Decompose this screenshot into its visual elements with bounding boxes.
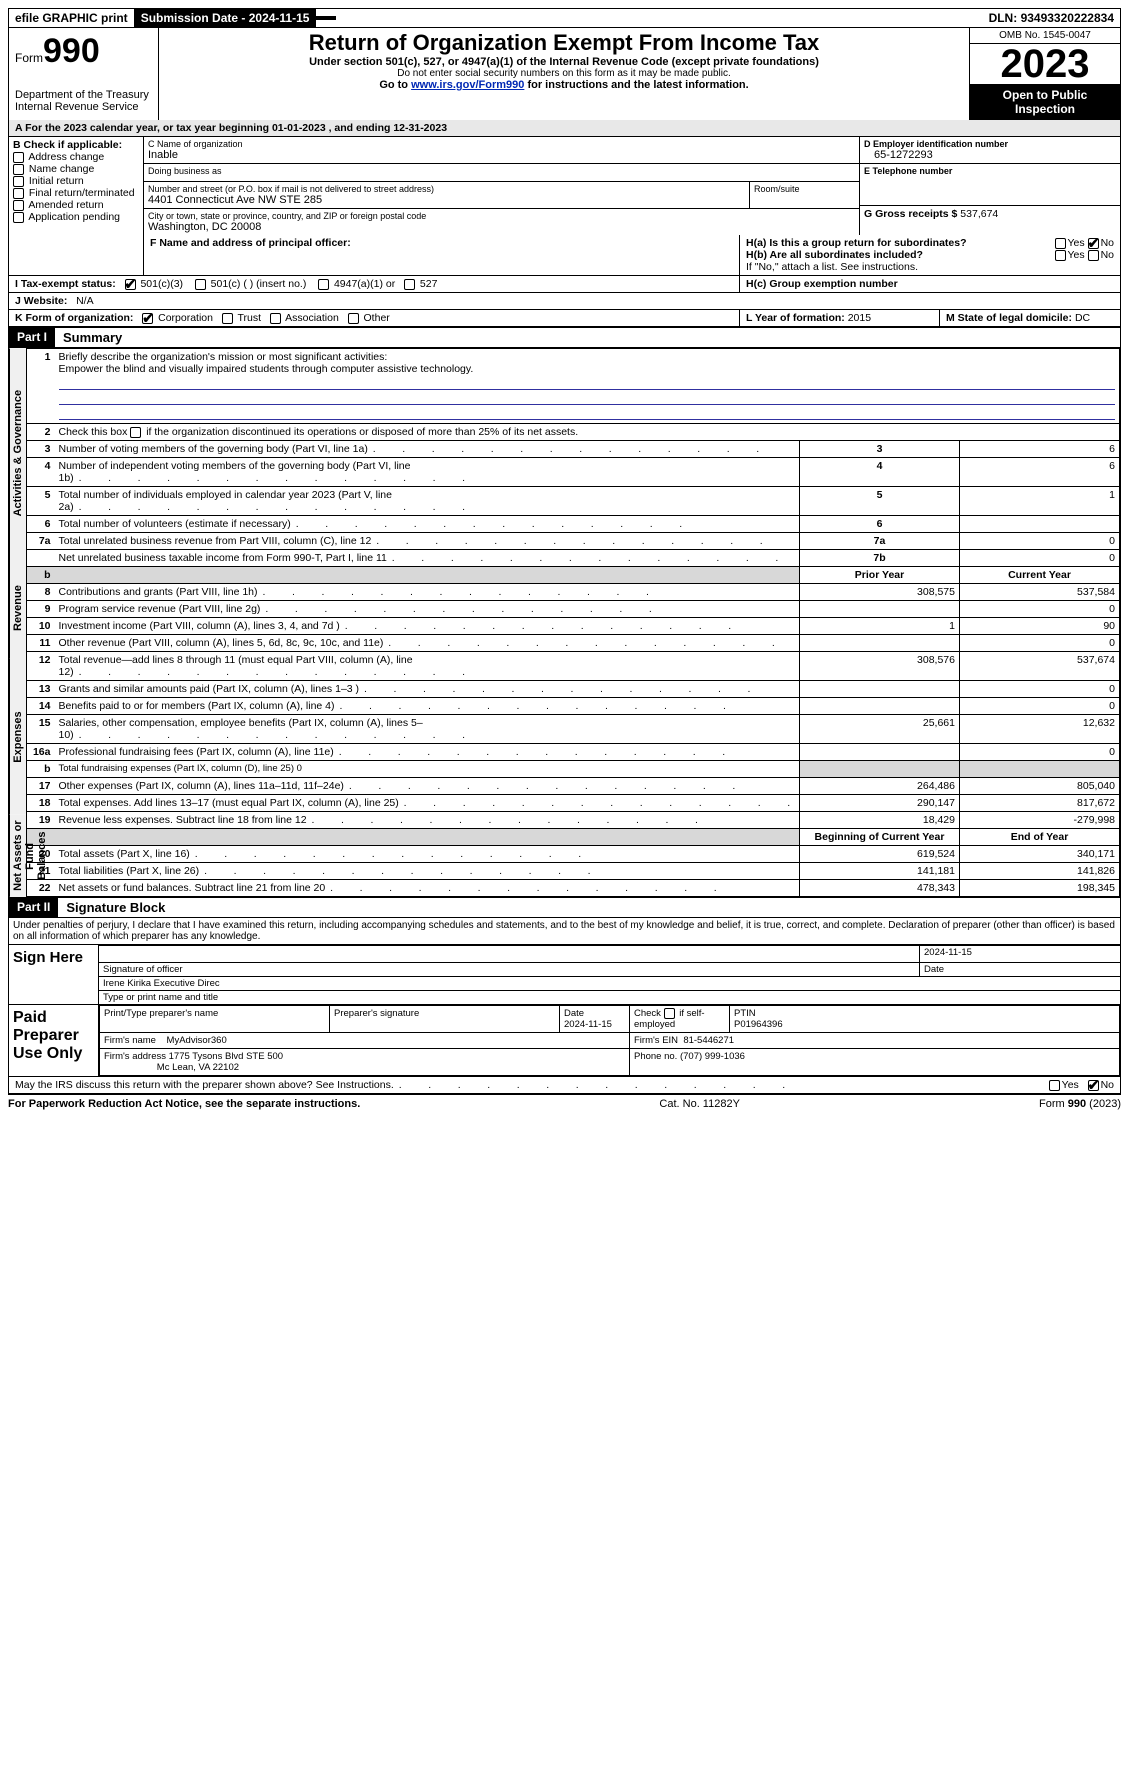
box-c: C Name of organizationInable Doing busin… xyxy=(144,137,860,235)
discuss-no[interactable] xyxy=(1088,1080,1099,1091)
gov-row: 6Total number of volunteers (estimate if… xyxy=(27,516,1120,533)
label-ag: Activities & Governance xyxy=(9,348,26,557)
data-row: 10Investment income (Part VIII, column (… xyxy=(27,618,1120,635)
b-opt: Amended return xyxy=(13,199,139,211)
data-row: 9Program service revenue (Part VIII, lin… xyxy=(27,601,1120,618)
sign-here: Sign Here Signature of officer 2024-11-1… xyxy=(8,945,1121,1005)
k-trust[interactable] xyxy=(222,313,233,324)
hb-no[interactable] xyxy=(1088,250,1099,261)
b-opt: Name change xyxy=(13,163,139,175)
data-row: 15Salaries, other compensation, employee… xyxy=(27,715,1120,744)
box-b: B Check if applicable: Address change Na… xyxy=(9,137,144,235)
year-box: OMB No. 1545-0047 2023 Open to Public In… xyxy=(970,28,1120,120)
title-box: Return of Organization Exempt From Incom… xyxy=(159,28,970,120)
paid-preparer: Paid Preparer Use Only Print/Type prepar… xyxy=(8,1005,1121,1077)
b-opt: Application pending xyxy=(13,211,139,223)
ha-yes[interactable] xyxy=(1055,238,1066,249)
i-501c[interactable] xyxy=(195,279,206,290)
data-row: 16aProfessional fundraising fees (Part I… xyxy=(27,744,1120,761)
b-opt: Initial return xyxy=(13,175,139,187)
data-row: 14Benefits paid to or for members (Part … xyxy=(27,698,1120,715)
identity-block: B Check if applicable: Address change Na… xyxy=(8,137,1121,235)
data-row: bTotal fundraising expenses (Part IX, co… xyxy=(27,761,1120,778)
form-number-box: Form990 Department of the Treasury Inter… xyxy=(9,28,159,120)
box-deg: D Employer identification number65-12722… xyxy=(860,137,1120,235)
q2-check[interactable] xyxy=(130,427,141,438)
gov-row: 3Number of voting members of the governi… xyxy=(27,441,1120,458)
part1-bar: Part I Summary xyxy=(8,327,1121,348)
k-corp[interactable] xyxy=(142,313,153,324)
ha-no[interactable] xyxy=(1088,238,1099,249)
b-opt: Final return/terminated xyxy=(13,187,139,199)
data-row: 19Revenue less expenses. Subtract line 1… xyxy=(27,812,1120,829)
k-assoc[interactable] xyxy=(270,313,281,324)
data-row: 11Other revenue (Part VIII, column (A), … xyxy=(27,635,1120,652)
hb-yes[interactable] xyxy=(1055,250,1066,261)
gov-row: 4Number of independent voting members of… xyxy=(27,458,1120,487)
tax-year-line: A For the 2023 calendar year, or tax yea… xyxy=(8,120,1121,137)
fh-block: F Name and address of principal officer:… xyxy=(8,235,1121,327)
gov-row: Net unrelated business taxable income fr… xyxy=(27,550,1120,567)
data-row: 21Total liabilities (Part X, line 26)141… xyxy=(27,863,1120,880)
b-opt: Address change xyxy=(13,151,139,163)
data-row: 18Total expenses. Add lines 13–17 (must … xyxy=(27,795,1120,812)
i-501c3[interactable] xyxy=(125,279,136,290)
summary-table: Activities & Governance Revenue Expenses… xyxy=(8,348,1121,898)
i-4947[interactable] xyxy=(318,279,329,290)
gov-row: 5Total number of individuals employed in… xyxy=(27,487,1120,516)
i-527[interactable] xyxy=(404,279,415,290)
discuss-line: May the IRS discuss this return with the… xyxy=(8,1077,1121,1094)
data-row: 20Total assets (Part X, line 16)619,5243… xyxy=(27,846,1120,863)
data-row: 13Grants and similar amounts paid (Part … xyxy=(27,681,1120,698)
data-row: 12Total revenue—add lines 8 through 11 (… xyxy=(27,652,1120,681)
efile-label: efile GRAPHIC print xyxy=(9,9,135,27)
blank-btn xyxy=(316,16,336,20)
k-other[interactable] xyxy=(348,313,359,324)
label-nab: Net Assets or Fund Balances xyxy=(9,815,26,897)
label-exp: Expenses xyxy=(9,659,26,815)
declaration: Under penalties of perjury, I declare th… xyxy=(8,918,1121,945)
irs-link[interactable]: www.irs.gov/Form990 xyxy=(411,79,524,91)
dln: DLN: 93493320222834 xyxy=(983,9,1120,27)
part2-bar: Part II Signature Block xyxy=(8,898,1121,918)
footer: For Paperwork Reduction Act Notice, see … xyxy=(8,1094,1121,1110)
gov-row: 7aTotal unrelated business revenue from … xyxy=(27,533,1120,550)
label-rev: Revenue xyxy=(9,557,26,659)
data-row: 8Contributions and grants (Part VIII, li… xyxy=(27,584,1120,601)
data-row: 22Net assets or fund balances. Subtract … xyxy=(27,880,1120,897)
self-emp-check[interactable] xyxy=(664,1008,675,1019)
data-row: 17Other expenses (Part IX, column (A), l… xyxy=(27,778,1120,795)
discuss-yes[interactable] xyxy=(1049,1080,1060,1091)
form-header: Form990 Department of the Treasury Inter… xyxy=(8,28,1121,120)
top-bar: efile GRAPHIC print Submission Date - 20… xyxy=(8,8,1121,28)
mission-text: Empower the blind and visually impaired … xyxy=(59,363,474,375)
submission-date-box: Submission Date - 2024-11-15 xyxy=(135,9,317,27)
